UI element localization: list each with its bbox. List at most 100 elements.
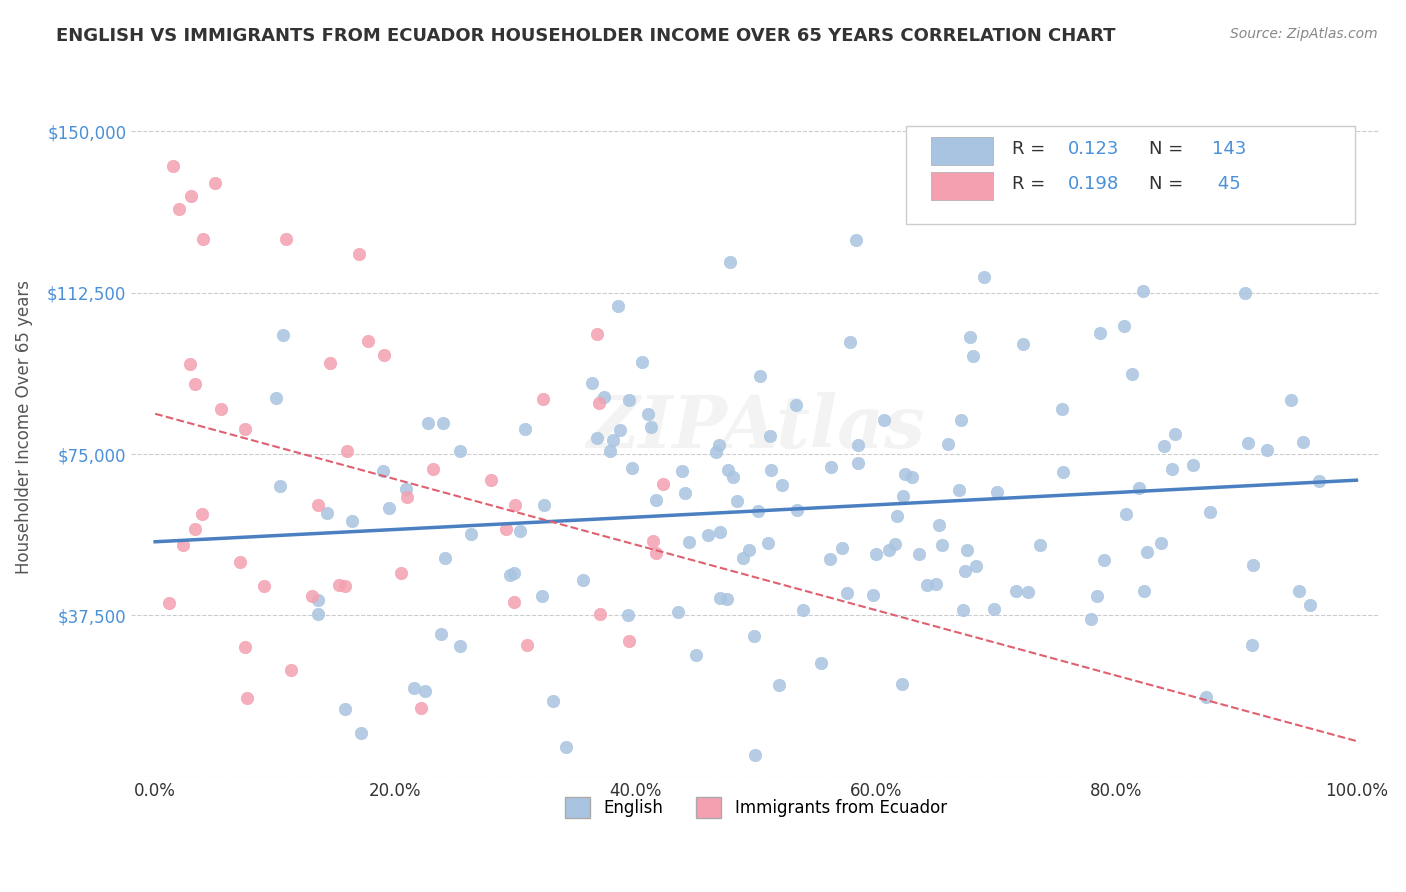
English — [707, 438, 730, 452]
English — [1132, 285, 1154, 299]
English — [893, 467, 915, 482]
Text: 143: 143 — [1212, 140, 1246, 158]
English — [581, 376, 603, 391]
English — [792, 602, 814, 616]
English — [530, 589, 553, 603]
English — [1052, 401, 1074, 416]
Immigrants from Ecuador — [585, 327, 607, 342]
English — [640, 420, 662, 434]
Immigrants from Ecuador — [184, 377, 207, 392]
English — [434, 550, 457, 565]
Immigrants from Ecuador — [357, 334, 380, 348]
English — [696, 528, 718, 542]
Immigrants from Ecuador — [335, 579, 357, 593]
Text: ENGLISH VS IMMIGRANTS FROM ECUADOR HOUSEHOLDER INCOME OVER 65 YEARS CORRELATION : ENGLISH VS IMMIGRANTS FROM ECUADOR HOUSE… — [56, 27, 1116, 45]
English — [770, 478, 793, 492]
English — [956, 543, 979, 558]
English — [1121, 367, 1143, 381]
English — [1004, 584, 1026, 599]
English — [786, 503, 808, 517]
English — [952, 603, 974, 617]
English — [637, 407, 659, 421]
English — [1080, 612, 1102, 626]
English — [756, 536, 779, 550]
English — [879, 543, 901, 558]
English — [533, 498, 555, 512]
English — [723, 470, 745, 484]
English — [666, 606, 689, 620]
English — [602, 434, 624, 448]
English — [308, 593, 330, 607]
Immigrants from Ecuador — [391, 566, 413, 581]
English — [671, 464, 693, 478]
English — [936, 437, 959, 451]
English — [983, 601, 1005, 615]
English — [449, 639, 471, 653]
English — [845, 233, 868, 247]
English — [607, 299, 630, 313]
English — [718, 254, 741, 268]
English — [555, 740, 578, 755]
Immigrants from Ecuador — [184, 522, 207, 536]
English — [886, 508, 908, 523]
English — [271, 328, 294, 343]
Y-axis label: Householder Income Over 65 years: Householder Income Over 65 years — [15, 280, 32, 574]
Immigrants from Ecuador — [233, 422, 256, 436]
English — [785, 398, 807, 412]
Immigrants from Ecuador — [191, 508, 214, 522]
English — [862, 589, 884, 603]
English — [340, 515, 363, 529]
English — [350, 726, 373, 740]
English — [986, 484, 1008, 499]
Immigrants from Ecuador — [502, 595, 524, 609]
English — [599, 443, 621, 458]
English — [1136, 545, 1159, 559]
English — [418, 416, 440, 430]
English — [973, 270, 995, 285]
Immigrants from Ecuador — [167, 202, 190, 216]
Immigrants from Ecuador — [229, 555, 252, 569]
Immigrants from Ecuador — [373, 348, 395, 362]
Immigrants from Ecuador — [531, 392, 554, 407]
English — [962, 349, 984, 363]
English — [395, 482, 418, 496]
English — [831, 541, 853, 555]
English — [744, 748, 766, 763]
English — [893, 489, 915, 503]
Text: 0.198: 0.198 — [1069, 175, 1119, 193]
English — [1085, 589, 1108, 603]
English — [541, 694, 564, 708]
English — [738, 543, 761, 558]
Immigrants from Ecuador — [641, 534, 664, 549]
English — [749, 369, 772, 384]
English — [759, 429, 782, 443]
Immigrants from Ecuador — [307, 498, 329, 512]
Immigrants from Ecuador — [233, 640, 256, 654]
English — [953, 564, 976, 578]
Immigrants from Ecuador — [495, 522, 517, 536]
English — [335, 701, 357, 715]
English — [818, 551, 841, 566]
FancyBboxPatch shape — [931, 136, 993, 165]
Immigrants from Ecuador — [652, 476, 675, 491]
English — [449, 444, 471, 458]
English — [1256, 442, 1278, 457]
English — [1028, 538, 1050, 552]
Immigrants from Ecuador — [193, 232, 215, 246]
English — [810, 656, 832, 670]
English — [865, 547, 887, 561]
English — [1150, 536, 1173, 550]
English — [429, 627, 451, 641]
English — [959, 330, 981, 344]
English — [928, 517, 950, 532]
English — [891, 677, 914, 691]
English — [678, 535, 700, 549]
English — [709, 524, 731, 539]
English — [373, 464, 395, 478]
English — [768, 677, 790, 691]
Immigrants from Ecuador — [588, 395, 610, 409]
English — [1088, 326, 1111, 341]
English — [307, 607, 329, 622]
Text: N =: N = — [1149, 140, 1189, 158]
English — [1236, 436, 1258, 450]
